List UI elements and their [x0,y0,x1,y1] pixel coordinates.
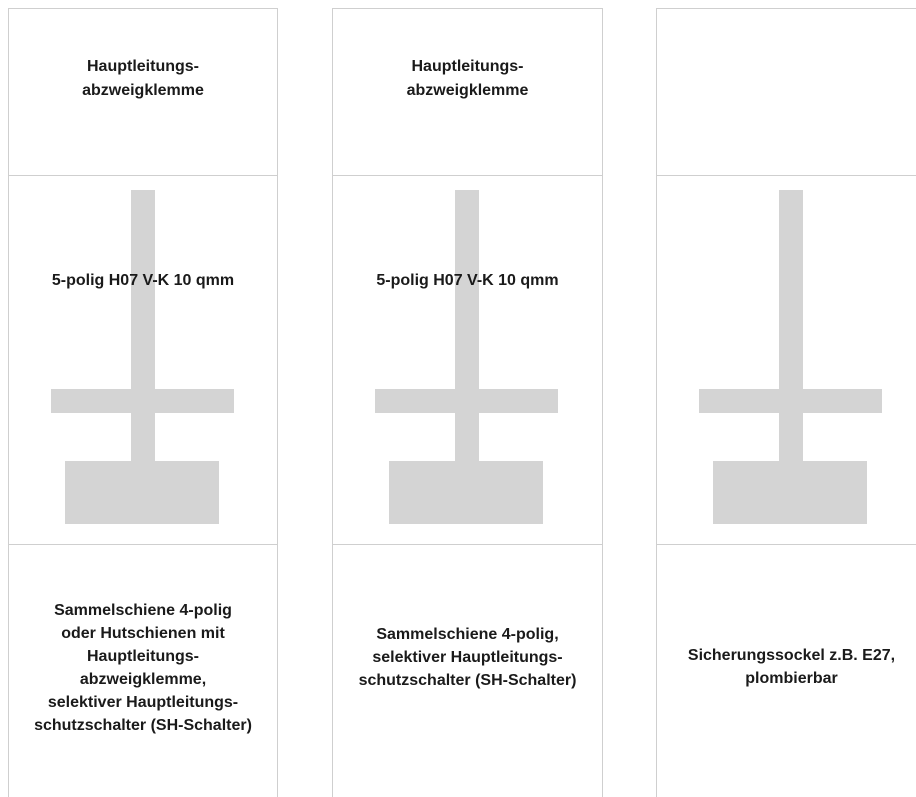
column-2-top-label: Hauptleitungs- abzweigklemme [406,58,529,99]
column-1: Hauptleitungs- abzweigklemme 5-polig H07… [8,8,278,797]
divider-bottom [657,544,916,545]
vertical-cable-shape [779,190,803,473]
column-3-bottom-label: Sicherungssockel z.B. E27, plombierbar [687,647,896,687]
vertical-cable-shape [131,190,155,473]
column-1-mid-label: 5-polig H07 V-K 10 qmm [51,272,235,289]
horizontal-bar-shape [51,389,234,413]
horizontal-bar-shape [375,389,558,413]
column-2-bottom-label: Sammelschiene 4-polig, selektiver Hauptl… [358,626,577,689]
column-1-bottom-label: Sammelschiene 4-polig oder Hutschienen m… [34,602,252,734]
divider-top [657,175,916,176]
base-block-shape [65,461,219,524]
column-3: Sicherungssockel z.B. E27, plombierbar [656,8,916,797]
horizontal-bar-shape [699,389,882,413]
divider-top [333,175,602,176]
column-2: Hauptleitungs- abzweigklemme 5-polig H07… [332,8,603,797]
column-2-mid-label: 5-polig H07 V-K 10 qmm [376,272,559,289]
base-block-shape [713,461,867,524]
vertical-cable-shape [455,190,479,473]
divider-top [9,175,277,176]
divider-bottom [333,544,602,545]
divider-bottom [9,544,277,545]
base-block-shape [389,461,543,524]
column-1-top-label: Hauptleitungs- abzweigklemme [82,58,204,99]
